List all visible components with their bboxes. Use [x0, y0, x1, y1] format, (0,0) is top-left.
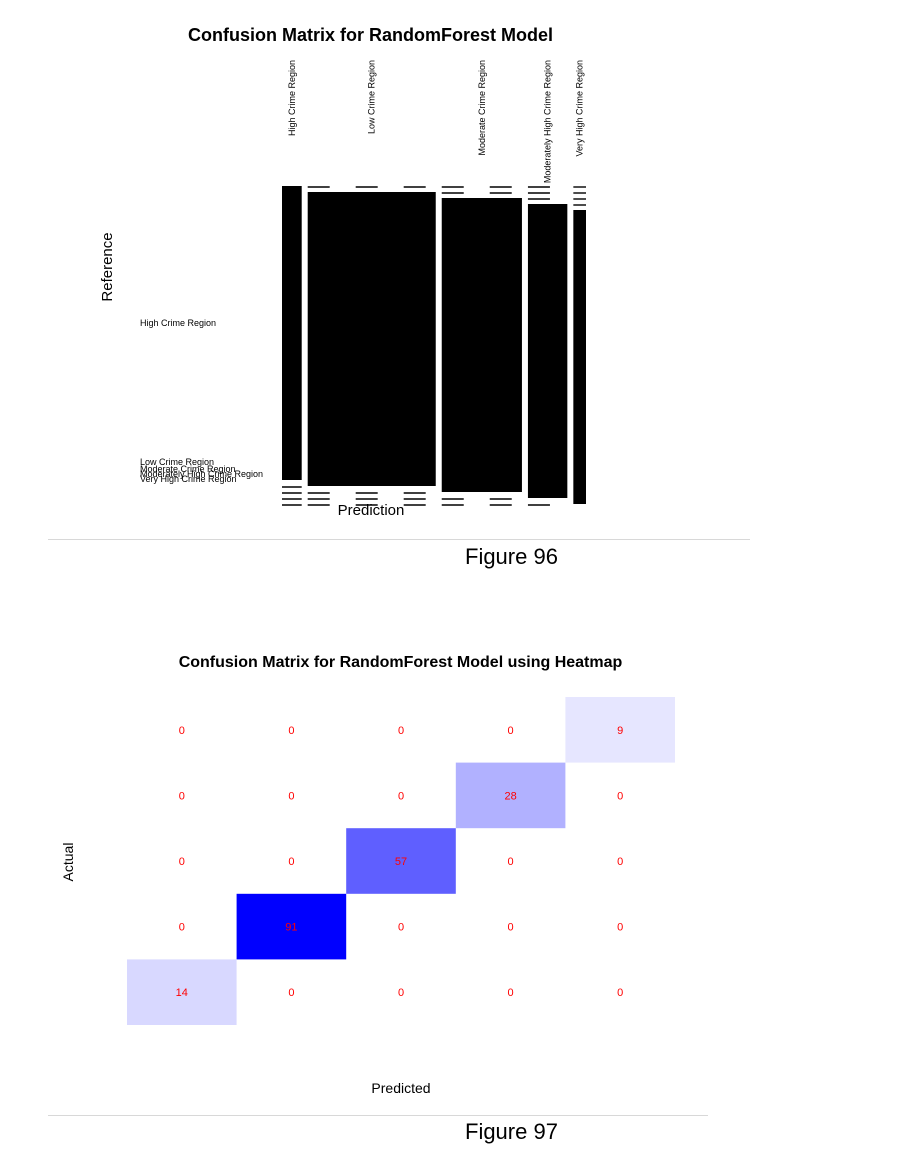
mosaic-col-label: Moderately High Crime Region: [543, 60, 553, 183]
heatmap-cell-label: 0: [288, 725, 294, 737]
mosaic-x-axis-label: Prediction: [338, 502, 405, 519]
figure-97-separator: [48, 1115, 708, 1116]
heatmap-cell-label: 0: [617, 987, 623, 999]
mosaic-chart: High Crime Region Low Crime Region Moderat…: [99, 60, 586, 519]
mosaic-row-label: High Crime Region: [140, 318, 216, 328]
chart1-title: Confusion Matrix for RandomForest Model: [187, 25, 553, 45]
heatmap-cell-label: 57: [395, 856, 407, 868]
mosaic-row-label: Moderately High Crime Region: [140, 469, 263, 479]
heatmap-cell-label: 9: [617, 725, 623, 737]
mosaic-row-label: Moderate Crime Region: [140, 464, 236, 474]
heatmap-cell-label: 0: [398, 725, 404, 737]
mosaic-cell: [573, 210, 586, 504]
figure-96-separator: [48, 539, 750, 540]
heatmap-cell-label: 0: [398, 987, 404, 999]
mosaic-y-axis-label: Reference: [99, 232, 116, 301]
heatmap-cell-label: 0: [508, 856, 514, 868]
heatmap-cell-label: 91: [285, 922, 297, 934]
heatmap-cell-label: 0: [508, 922, 514, 934]
heatmap-cell: [565, 697, 675, 763]
heatmap-cell: [236, 893, 347, 960]
heatmap-cell-label: 0: [179, 725, 185, 737]
heatmap-cell-label: 0: [179, 790, 185, 802]
mosaic-cell: [307, 192, 436, 486]
mosaic-col-label: Moderate Crime Region: [477, 60, 487, 156]
heatmap-cell-label: 0: [288, 856, 294, 868]
figure-97-caption: Figure 97: [465, 1119, 558, 1144]
heatmap-cell-label: 0: [508, 987, 514, 999]
heatmap-cell-label: 0: [179, 856, 185, 868]
heatmap-cell: [455, 762, 566, 829]
chart2-title: Confusion Matrix for RandomForest Model …: [178, 654, 623, 671]
heatmap-cell-label: 0: [617, 790, 623, 802]
mosaic-row-label: Very High Crime Region: [140, 474, 237, 484]
heatmap-cell-label: 0: [288, 790, 294, 802]
heatmap-chart: 0 0 0 0 9 0 0 0 28 0 0 0 57 0 0 0 91 0 0 0 14 0 0 0 0 Predicted Ac…: [60, 697, 675, 1096]
heatmap-x-axis-label: Predicted: [371, 1080, 430, 1096]
heatmap-y-axis-label: Actual: [60, 843, 76, 882]
heatmap-cell-label: 0: [617, 922, 623, 934]
mosaic-cell: [441, 198, 522, 492]
heatmap-cell-label: 0: [508, 725, 514, 737]
mosaic-col-label: High Crime Region: [287, 60, 297, 136]
mosaic-cell: [282, 186, 302, 480]
mosaic-col-label: Very High Crime Region: [575, 60, 585, 157]
heatmap-cell-label: 0: [179, 922, 185, 934]
heatmap-cell-label: 0: [617, 856, 623, 868]
heatmap-cell-label: 0: [398, 922, 404, 934]
heatmap-cell: [127, 959, 237, 1025]
mosaic-row-label: Low Crime Region: [140, 457, 214, 467]
heatmap-cell: [346, 828, 456, 894]
mosaic-col-label: Low Crime Region: [367, 60, 377, 134]
heatmap-cell-label: 0: [288, 987, 294, 999]
heatmap-cell-label: 0: [398, 790, 404, 802]
heatmap-cell-label: 14: [176, 987, 188, 999]
heatmap-cell-label: 28: [504, 790, 516, 802]
figure-96-caption: Figure 96: [465, 544, 558, 569]
mosaic-cell: [527, 204, 568, 498]
